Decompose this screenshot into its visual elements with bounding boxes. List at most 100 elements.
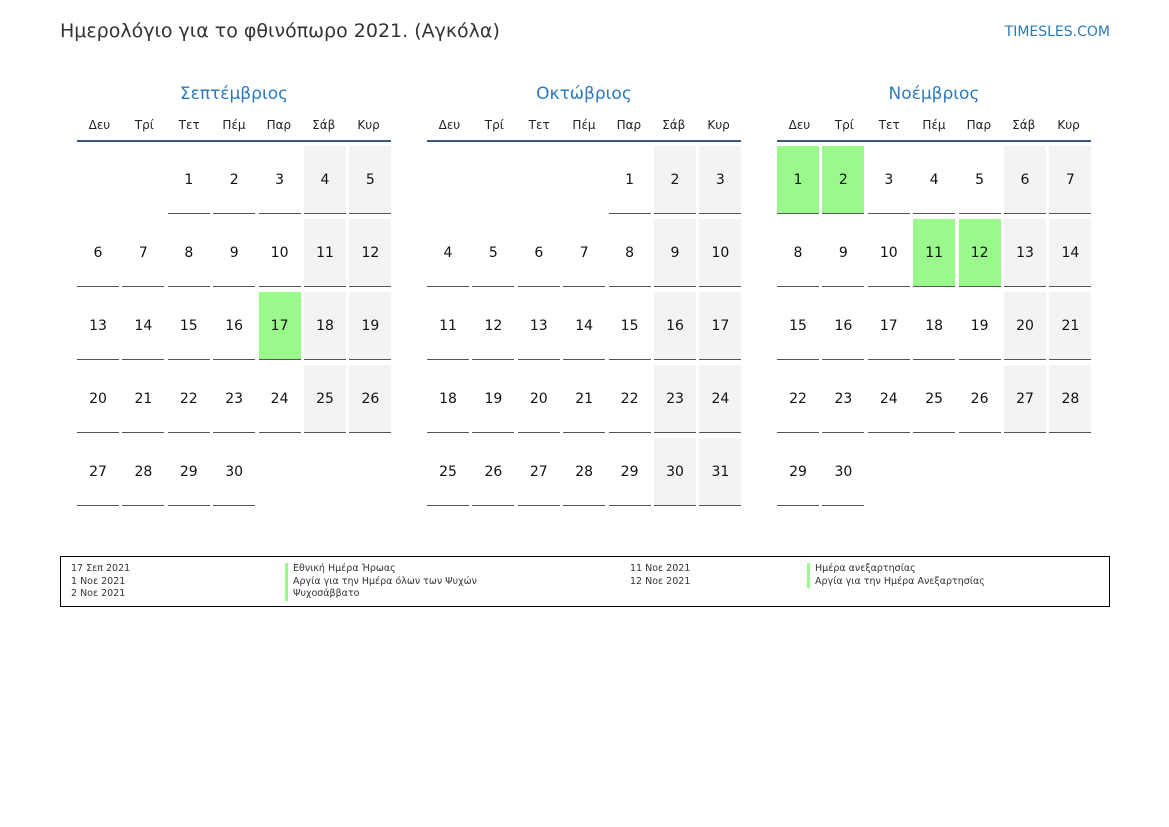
day-cell[interactable]: 29 xyxy=(777,438,819,506)
day-cell[interactable]: 16 xyxy=(822,292,865,360)
day-cell[interactable]: 20 xyxy=(77,365,119,433)
day-cell[interactable]: 8 xyxy=(777,219,819,287)
day-cell[interactable]: 15 xyxy=(608,292,651,360)
holiday-day-cell[interactable]: 11 xyxy=(913,219,956,287)
day-cell[interactable]: 23 xyxy=(213,365,256,433)
day-cell[interactable]: 24 xyxy=(867,365,910,433)
day-cell[interactable]: 1 xyxy=(167,146,210,214)
day-cell[interactable]: 3 xyxy=(699,146,742,214)
day-cell[interactable]: 26 xyxy=(472,438,515,506)
day-cell[interactable]: 17 xyxy=(867,292,910,360)
day-cell[interactable]: 20 xyxy=(1004,292,1046,360)
day-cell[interactable]: 29 xyxy=(608,438,651,506)
day-cell[interactable]: 30 xyxy=(654,438,696,506)
day-cell[interactable]: 26 xyxy=(958,365,1001,433)
day-cell[interactable]: 20 xyxy=(517,365,560,433)
holiday-day-cell[interactable]: 17 xyxy=(258,292,301,360)
day-cell[interactable]: 9 xyxy=(213,219,256,287)
day-cell[interactable]: 22 xyxy=(608,365,651,433)
day-cell[interactable]: 16 xyxy=(213,292,256,360)
day-cell[interactable]: 21 xyxy=(1049,292,1092,360)
day-cell[interactable]: 15 xyxy=(777,292,819,360)
day-cell[interactable]: 10 xyxy=(699,219,742,287)
day-cell[interactable]: 22 xyxy=(777,365,819,433)
day-cell[interactable]: 26 xyxy=(349,365,392,433)
day-cell[interactable]: 24 xyxy=(699,365,742,433)
day-cell[interactable]: 19 xyxy=(958,292,1001,360)
day-cell[interactable]: 6 xyxy=(77,219,119,287)
day-cell[interactable]: 30 xyxy=(213,438,256,506)
day-cell[interactable]: 8 xyxy=(608,219,651,287)
day-cell[interactable]: 5 xyxy=(349,146,392,214)
day-cell[interactable]: 12 xyxy=(349,219,392,287)
day-cell[interactable]: 25 xyxy=(304,365,346,433)
day-cell[interactable]: 10 xyxy=(258,219,301,287)
day-cell[interactable]: 14 xyxy=(1049,219,1092,287)
day-cell[interactable]: 29 xyxy=(167,438,210,506)
day-cell[interactable]: 4 xyxy=(304,146,346,214)
day-cell[interactable]: 9 xyxy=(654,219,696,287)
weekday-label: Τρί xyxy=(834,118,854,132)
day-cell[interactable]: 15 xyxy=(167,292,210,360)
day-cell[interactable]: 28 xyxy=(1049,365,1092,433)
day-cell[interactable]: 5 xyxy=(958,146,1001,214)
day-cell[interactable]: 11 xyxy=(427,292,469,360)
day-cell[interactable]: 8 xyxy=(167,219,210,287)
day-cell[interactable]: 25 xyxy=(427,438,469,506)
day-cell[interactable]: 4 xyxy=(913,146,956,214)
holiday-day-cell[interactable]: 12 xyxy=(958,219,1001,287)
brand-link[interactable]: TIMESLES.COM xyxy=(1004,24,1110,40)
day-cell[interactable]: 2 xyxy=(654,146,696,214)
day-cell[interactable]: 7 xyxy=(122,219,165,287)
day-cell[interactable]: 31 xyxy=(699,438,742,506)
weekday-label: Δευ xyxy=(438,118,461,132)
weekday-label: Πέμ xyxy=(922,118,946,132)
day-cell[interactable]: 27 xyxy=(517,438,560,506)
day-cell[interactable]: 18 xyxy=(913,292,956,360)
holiday-day-cell[interactable]: 2 xyxy=(822,146,865,214)
day-cell[interactable]: 22 xyxy=(167,365,210,433)
day-cell[interactable]: 5 xyxy=(472,219,515,287)
day-cell[interactable]: 13 xyxy=(77,292,119,360)
day-cell[interactable]: 1 xyxy=(608,146,651,214)
day-cell[interactable]: 14 xyxy=(563,292,606,360)
day-cell[interactable]: 2 xyxy=(213,146,256,214)
day-cell[interactable]: 3 xyxy=(867,146,910,214)
legend-date: 11 Νοε 2021 xyxy=(630,563,691,574)
day-cell[interactable]: 21 xyxy=(563,365,606,433)
day-cell[interactable]: 3 xyxy=(258,146,301,214)
day-cell[interactable]: 13 xyxy=(517,292,560,360)
day-cell[interactable]: 23 xyxy=(654,365,696,433)
day-cell[interactable]: 9 xyxy=(822,219,865,287)
day-cell[interactable]: 27 xyxy=(77,438,119,506)
day-cell[interactable]: 7 xyxy=(1049,146,1092,214)
day-cell[interactable]: 13 xyxy=(1004,219,1046,287)
day-cell[interactable]: 6 xyxy=(1004,146,1046,214)
day-cell[interactable]: 11 xyxy=(304,219,346,287)
day-cell[interactable]: 17 xyxy=(699,292,742,360)
day-cell[interactable]: 18 xyxy=(304,292,346,360)
day-cell[interactable]: 14 xyxy=(122,292,165,360)
day-cell[interactable]: 18 xyxy=(427,365,469,433)
day-cell[interactable]: 16 xyxy=(654,292,696,360)
day-cell[interactable]: 27 xyxy=(1004,365,1046,433)
day-cell[interactable]: 19 xyxy=(349,292,392,360)
day-cell[interactable]: 21 xyxy=(122,365,165,433)
day-cell[interactable]: 24 xyxy=(258,365,301,433)
day-cell[interactable]: 19 xyxy=(472,365,515,433)
day-cell[interactable]: 30 xyxy=(822,438,865,506)
day-cell[interactable]: 28 xyxy=(563,438,606,506)
day-cell[interactable]: 25 xyxy=(913,365,956,433)
day-cell[interactable]: 4 xyxy=(427,219,469,287)
day-cell[interactable]: 7 xyxy=(563,219,606,287)
legend-date: 1 Νοε 2021 xyxy=(71,575,126,587)
day-cell[interactable]: 28 xyxy=(122,438,165,506)
day-cell[interactable]: 10 xyxy=(867,219,910,287)
month-1: Οκτώβριος Δευ Τρί Τετ Πέμ Παρ Σάβ Κυρ 1 2 3 4 5 6 7 8 9 1… xyxy=(427,84,742,506)
weekday-label: Σάβ xyxy=(1012,118,1036,132)
day-cell[interactable]: 23 xyxy=(822,365,865,433)
day-cell[interactable]: 12 xyxy=(472,292,515,360)
holiday-day-cell[interactable]: 1 xyxy=(777,146,819,214)
holiday-legend: 17 Σεπ 2021 1 Νοε 2021 2 Νοε 2021 Εθνική Η… xyxy=(60,556,1110,607)
day-cell[interactable]: 6 xyxy=(517,219,560,287)
